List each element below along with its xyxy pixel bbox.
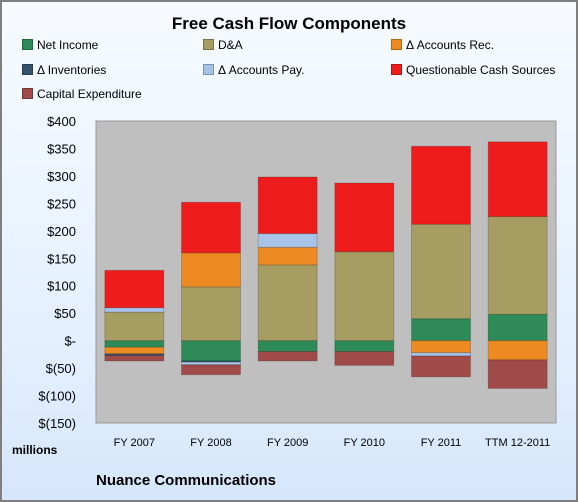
legend-swatch — [391, 64, 402, 75]
bar-segment — [334, 340, 395, 353]
bar-segment — [411, 355, 471, 378]
legend-item-accounts-rec: Δ Accounts Rec. — [391, 38, 494, 52]
bar-segment — [104, 311, 165, 342]
bar-segment — [257, 264, 318, 342]
bar-segment — [257, 246, 318, 266]
bar-segment — [257, 351, 318, 362]
x-category-label: FY 2011 — [421, 437, 462, 449]
bar-segment — [104, 340, 165, 348]
bar-segment — [257, 233, 318, 248]
bar-segment — [411, 145, 471, 225]
bar-segment — [334, 251, 395, 342]
legend-label: Δ Accounts Rec. — [406, 38, 495, 52]
legend-swatch — [22, 39, 33, 50]
y-tick-label: $(150) — [38, 416, 76, 431]
y-tick-label: $(100) — [38, 389, 76, 404]
x-axis: FY 2007 FY 2008 FY 2009 FY 2010 FY 2011 TTM 1… — [114, 437, 551, 449]
y-tick-label: $100 — [47, 279, 76, 294]
y-axis: $400 $350 $300 $250 $200 $150 $100 $50 $- $(50) $(… — [38, 114, 76, 431]
bar-segment — [181, 364, 241, 376]
legend-item-net-income: Net Income — [22, 38, 98, 52]
bar-segment — [104, 307, 165, 313]
bar-segment — [411, 318, 471, 342]
legend-swatch — [203, 39, 214, 50]
legend-label: Δ Inventories — [37, 63, 107, 77]
legend-item-capital-expenditure: Capital Expenditure — [22, 87, 142, 101]
legend-swatch — [203, 64, 214, 75]
bar-segment — [257, 340, 318, 353]
bar-segment — [487, 359, 548, 389]
bar-segment — [104, 346, 165, 355]
legend-swatch — [391, 39, 402, 50]
y-tick-label: $(50) — [46, 361, 76, 376]
legend-swatch — [22, 64, 33, 75]
legend-label: Net Income — [37, 38, 99, 52]
y-tick-label: $300 — [47, 169, 76, 184]
x-category-label: TTM 12-2011 — [485, 437, 550, 449]
bar-segment — [334, 351, 395, 366]
bar-segment — [181, 340, 241, 362]
x-category-label: FY 2009 — [267, 437, 308, 449]
legend-swatch — [22, 88, 33, 99]
bar-segment — [487, 141, 548, 218]
bar-segment — [487, 340, 548, 361]
y-tick-label: $350 — [47, 141, 76, 156]
bar-segment — [181, 201, 241, 254]
legend-label: Capital Expenditure — [37, 87, 142, 101]
y-tick-label: $250 — [47, 196, 76, 211]
bar-segment — [411, 223, 471, 320]
legend-label: D&A — [218, 38, 243, 52]
legend-item-questionable-cash: Questionable Cash Sources — [391, 63, 555, 77]
bar-segment — [487, 313, 548, 342]
company-footer: Nuance Communications — [96, 472, 277, 489]
bar-segment — [181, 252, 241, 288]
legend-label: Questionable Cash Sources — [406, 63, 556, 77]
bar-segment — [334, 182, 395, 253]
chart-title: Free Cash Flow Components — [171, 14, 407, 33]
y-tick-label: $400 — [47, 114, 76, 129]
x-category-label: FY 2008 — [190, 437, 231, 449]
y-tick-label: $200 — [47, 224, 76, 239]
bar-segment — [411, 340, 471, 354]
x-category-label: FY 2007 — [114, 437, 155, 449]
legend-item-accounts-pay: Δ Accounts Pay. — [203, 63, 305, 77]
x-category-label: FY 2010 — [344, 437, 385, 449]
bar-segment — [104, 354, 165, 362]
y-tick-label: $- — [64, 334, 76, 349]
legend-item-inventories: Δ Inventories — [22, 63, 106, 77]
bar-segment — [487, 216, 548, 315]
units-label: millions — [12, 443, 58, 457]
y-tick-label: $50 — [54, 306, 76, 321]
bars — [104, 141, 548, 389]
bar-segment — [104, 269, 165, 309]
legend-item-da: D&A — [203, 38, 243, 52]
plot-area — [95, 120, 557, 424]
bar-segment — [257, 176, 318, 235]
legend-label: Δ Accounts Pay. — [218, 63, 305, 77]
bar-segment — [181, 286, 241, 342]
y-tick-label: $150 — [47, 251, 76, 266]
